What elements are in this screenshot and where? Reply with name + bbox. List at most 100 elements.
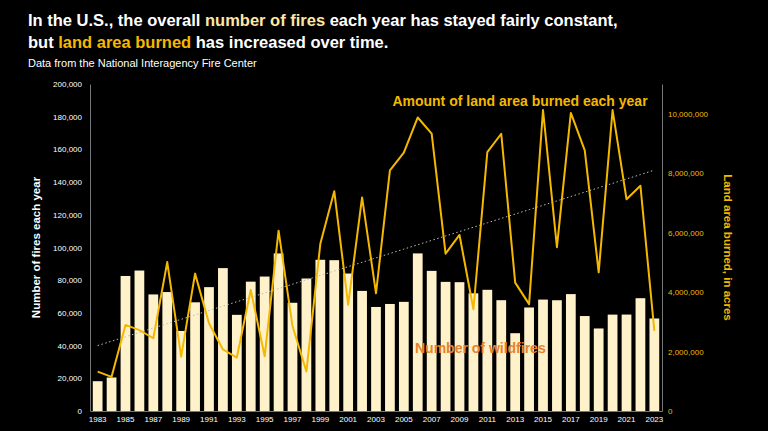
chart-svg: In the U.S., the overall number of fires… — [0, 0, 768, 431]
tick-label: 1987 — [144, 415, 162, 424]
bar — [357, 291, 367, 411]
title-segment: number of fires — [205, 11, 325, 29]
tick: 2009 — [451, 415, 469, 424]
tick: 2019 — [590, 415, 608, 424]
tick-label: 180,000 — [53, 113, 82, 122]
axis-line — [662, 85, 663, 412]
tick: 1983 — [89, 415, 107, 424]
bar — [580, 316, 590, 411]
bar — [162, 292, 172, 411]
tick: 2023 — [645, 415, 663, 424]
tick-label: 100,000 — [53, 244, 82, 253]
trend-line — [98, 170, 655, 345]
tick-label: 2007 — [423, 415, 441, 424]
tick: 8,000,000 — [662, 169, 704, 178]
title-segment: each year has stayed fairly constant, — [325, 11, 618, 29]
bar — [622, 315, 632, 411]
tick-label: 1991 — [200, 415, 218, 424]
bar — [608, 315, 618, 411]
tick: 2001 — [339, 415, 357, 424]
bar — [636, 298, 646, 411]
tick-label: 2001 — [339, 415, 357, 424]
bar — [232, 315, 242, 411]
bar — [552, 300, 562, 411]
tick: 1997 — [284, 415, 302, 424]
subtitle: Data from the National Interagency Fire … — [28, 57, 257, 69]
series-label: Amount of land area burned each year — [392, 93, 648, 109]
bar — [343, 274, 353, 411]
title-segment: land area burned — [58, 33, 191, 51]
tick: 1989 — [172, 415, 190, 424]
bar — [148, 294, 158, 411]
tick-label: 1995 — [256, 415, 274, 424]
tick: 1999 — [311, 415, 329, 424]
bar — [274, 253, 284, 411]
tick-label: 20,000 — [58, 374, 83, 383]
tick-label: 2019 — [590, 415, 608, 424]
tick: 60,000 — [58, 309, 90, 318]
tick: 1987 — [144, 415, 162, 424]
bar — [385, 304, 395, 411]
y-axis: 020,00040,00060,00080,000100,000120,0001… — [53, 80, 90, 416]
tick-label: 2021 — [618, 415, 636, 424]
tick-label: 1997 — [284, 415, 302, 424]
tick-label: 120,000 — [53, 211, 82, 220]
tick-label: 2013 — [506, 415, 524, 424]
title-line: but land area burned has increased over … — [28, 33, 388, 51]
bar — [566, 294, 576, 411]
tick: 4,000,000 — [662, 288, 704, 297]
tick-label: 40,000 — [58, 342, 83, 351]
tick-label: 2003 — [367, 415, 385, 424]
tick-label: 2009 — [451, 415, 469, 424]
tick-label: 6,000,000 — [668, 229, 704, 238]
tick-label: 8,000,000 — [668, 169, 704, 178]
tick-label: 1985 — [117, 415, 135, 424]
bar — [524, 307, 534, 411]
tick: 160,000 — [53, 145, 90, 154]
bar — [107, 377, 117, 411]
title-segment: In the U.S., the overall — [28, 11, 205, 29]
background — [0, 0, 768, 431]
bar — [218, 268, 228, 411]
tick: 2013 — [506, 415, 524, 424]
title-segment: but — [28, 33, 58, 51]
tick-label: 2023 — [645, 415, 663, 424]
tick: 0 — [662, 407, 673, 416]
tick: 6,000,000 — [662, 229, 704, 238]
bar — [176, 331, 186, 411]
tick: 2007 — [423, 415, 441, 424]
tick-label: 1989 — [172, 415, 190, 424]
tick: 2005 — [395, 415, 413, 424]
tick-label: 10,000,000 — [668, 110, 709, 119]
tick: 140,000 — [53, 178, 90, 187]
bar — [121, 276, 131, 411]
tick-label: 4,000,000 — [668, 288, 704, 297]
bar — [413, 253, 423, 411]
line — [98, 110, 655, 377]
tick-label: 2005 — [395, 415, 413, 424]
bar — [135, 271, 145, 411]
tick: 1993 — [228, 415, 246, 424]
tick: 1991 — [200, 415, 218, 424]
tick-label: 2015 — [534, 415, 552, 424]
tick: 1995 — [256, 415, 274, 424]
tick-label: 60,000 — [58, 309, 83, 318]
axis-line — [91, 411, 663, 412]
tick: 2,000,000 — [662, 348, 704, 357]
bar — [329, 260, 339, 411]
tick-label: 0 — [668, 407, 673, 416]
bar — [204, 287, 214, 411]
tick-label: 1999 — [311, 415, 329, 424]
bar — [190, 302, 200, 411]
tick-label: 1983 — [89, 415, 107, 424]
y-axis-title: Number of fires each year — [30, 176, 42, 318]
tick-label: 2017 — [562, 415, 580, 424]
tick: 2017 — [562, 415, 580, 424]
tick: 120,000 — [53, 211, 90, 220]
tick: 1985 — [117, 415, 135, 424]
tick-label: 2,000,000 — [668, 348, 704, 357]
bar — [93, 381, 103, 411]
tick: 100,000 — [53, 244, 90, 253]
tick-label: 80,000 — [58, 276, 83, 285]
bar — [246, 282, 256, 411]
